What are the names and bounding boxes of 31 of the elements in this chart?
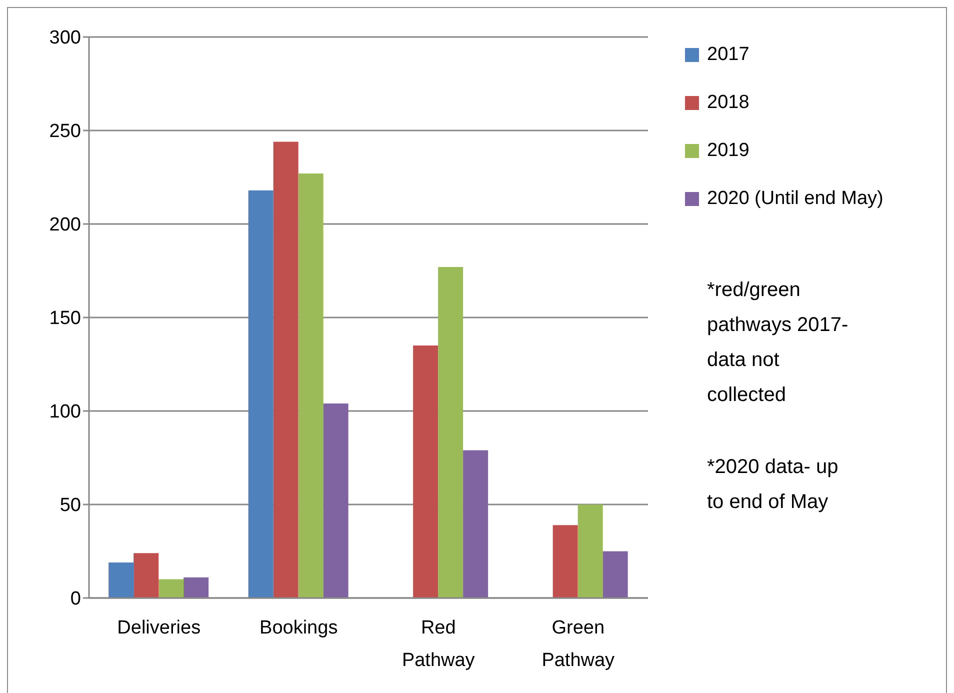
bar: [602, 551, 628, 598]
bar: [298, 174, 324, 598]
x-tick-label: Deliveries: [117, 617, 201, 638]
text: *red/green pathways 2017- data not collected: [707, 278, 850, 408]
bar: [578, 504, 603, 598]
x-tick-label: Bookings: [260, 617, 338, 638]
bar: [273, 142, 298, 598]
x-tick-label: Green Pathway: [542, 617, 616, 671]
y-tick-label: 250: [49, 121, 81, 142]
bar: [552, 525, 578, 598]
bar: [248, 190, 274, 598]
y-tick-label: 50: [60, 495, 81, 516]
x-tick-label: Red Pathway: [402, 617, 476, 671]
bar: [134, 553, 159, 598]
bar: [184, 577, 209, 598]
legend-label: 2017: [707, 44, 750, 66]
y-tick-label: 0: [70, 588, 81, 610]
y-tick-label: 150: [49, 308, 81, 330]
bar: [463, 450, 488, 598]
y-tick-label: 100: [49, 402, 81, 423]
legend-label: 2019: [707, 140, 750, 162]
bar: [438, 267, 464, 598]
bar: [108, 562, 134, 598]
legend-label: 2018: [707, 92, 750, 114]
bar: [413, 346, 438, 598]
y-tick-label: 300: [49, 28, 81, 49]
bar: [323, 404, 348, 598]
text: *2020 data- up to end of May: [707, 455, 840, 515]
y-tick-label: 200: [49, 214, 81, 236]
bar: [158, 579, 184, 598]
legend-label: 2020 (Until end May): [707, 188, 884, 210]
